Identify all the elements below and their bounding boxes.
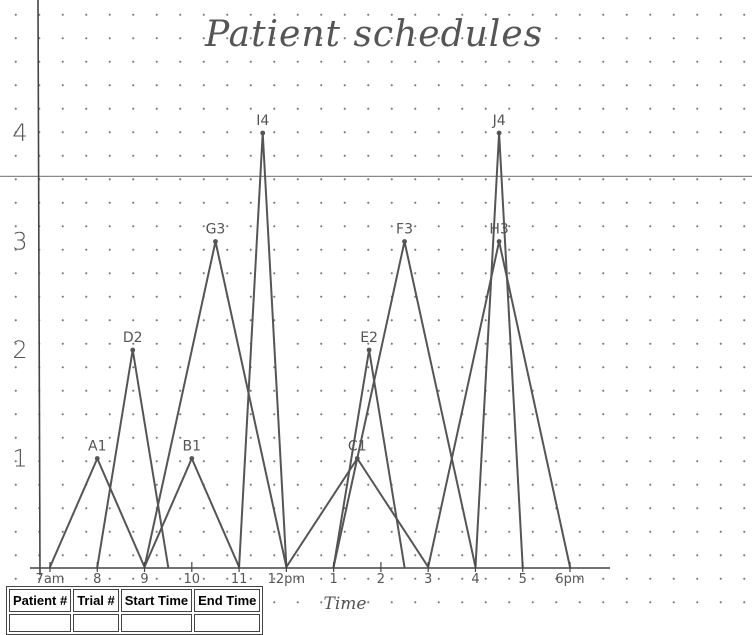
series-peak-point [189, 456, 195, 461]
header-patient-number: Patient # [9, 589, 72, 612]
series-peak-point [496, 130, 502, 136]
series-peak-point [366, 347, 372, 353]
x-tick-label: 1 [329, 572, 337, 587]
table-header-row: Patient # Trial # Start Time End Time [9, 589, 261, 612]
y-tick-label: 3 [12, 228, 27, 256]
point-label: D2 [123, 330, 143, 346]
tick-label-layer: 7am 8 9 10 11 12pm 1 2 3 4 5 6pm Time 1 2 3 4 [12, 119, 584, 614]
point-label-layer: A1 B1 C1 D2 E2 F3 G3 H3 I4 J4 [88, 113, 509, 455]
x-tick-label: 2 [377, 572, 385, 587]
header-end-time: End Time [194, 589, 261, 612]
series-line-e2 [332, 349, 406, 568]
point-label: A1 [88, 439, 106, 455]
table-cell [9, 614, 72, 632]
series-layer [49, 130, 571, 568]
dot-grid-paper [0, 0, 752, 620]
y-tick-label: 2 [12, 336, 27, 364]
series-peak-point [402, 239, 407, 244]
y-tick-label: 1 [12, 445, 27, 473]
series-line-i4 [238, 132, 288, 568]
x-tick-label: 5 [519, 572, 527, 587]
point-label: C1 [348, 439, 367, 455]
point-label: H3 [489, 222, 508, 238]
y-axis-line [37, 0, 41, 576]
series-peak-point [213, 239, 218, 244]
series-line-j4 [474, 132, 524, 568]
x-tick-label: 7am [36, 572, 65, 587]
point-label: G3 [206, 222, 226, 238]
axes-layer [30, 0, 610, 576]
x-tick-label: 9 [140, 572, 148, 587]
x-axis-label: Time [324, 594, 367, 614]
series-line-h3 [427, 240, 571, 568]
x-tick-label: 12pm [268, 572, 305, 587]
table-cell [120, 614, 193, 632]
series-line-c1 [285, 457, 430, 568]
series-peak-point [130, 347, 136, 353]
table-cell [73, 614, 119, 632]
series-line-a1 [49, 457, 146, 568]
y-tick-label: 4 [12, 119, 27, 147]
x-tick-label: 6pm [555, 572, 584, 587]
table-cell [194, 614, 261, 632]
point-label: B1 [183, 439, 202, 455]
point-label: J4 [492, 113, 506, 129]
point-label: I4 [256, 113, 269, 129]
chart-title: Patient schedules [205, 14, 544, 55]
series-line-d2 [96, 349, 170, 568]
series-peak-point [496, 239, 502, 244]
x-tick-label: 11 [231, 572, 248, 587]
point-label: F3 [396, 222, 413, 238]
x-tick-label: 3 [424, 572, 432, 587]
header-start-time: Start Time [120, 589, 193, 612]
header-trial-number: Trial # [73, 589, 119, 612]
schedule-table: Patient # Trial # Start Time End Time [6, 586, 264, 635]
series-peak-point [94, 456, 100, 461]
x-tick-label: 4 [471, 572, 479, 587]
series-peak-point [260, 130, 266, 136]
table-row [9, 614, 261, 632]
x-tick-label: 10 [184, 572, 201, 587]
chart-plot: A1 B1 C1 D2 E2 F3 G3 H3 I4 J4 7am 8 9 10 11 12pm 1 2 3 4 5 6… [0, 0, 752, 614]
point-label: E2 [360, 330, 378, 346]
x-tick-label: 8 [93, 572, 101, 587]
series-line-f3 [332, 240, 477, 568]
